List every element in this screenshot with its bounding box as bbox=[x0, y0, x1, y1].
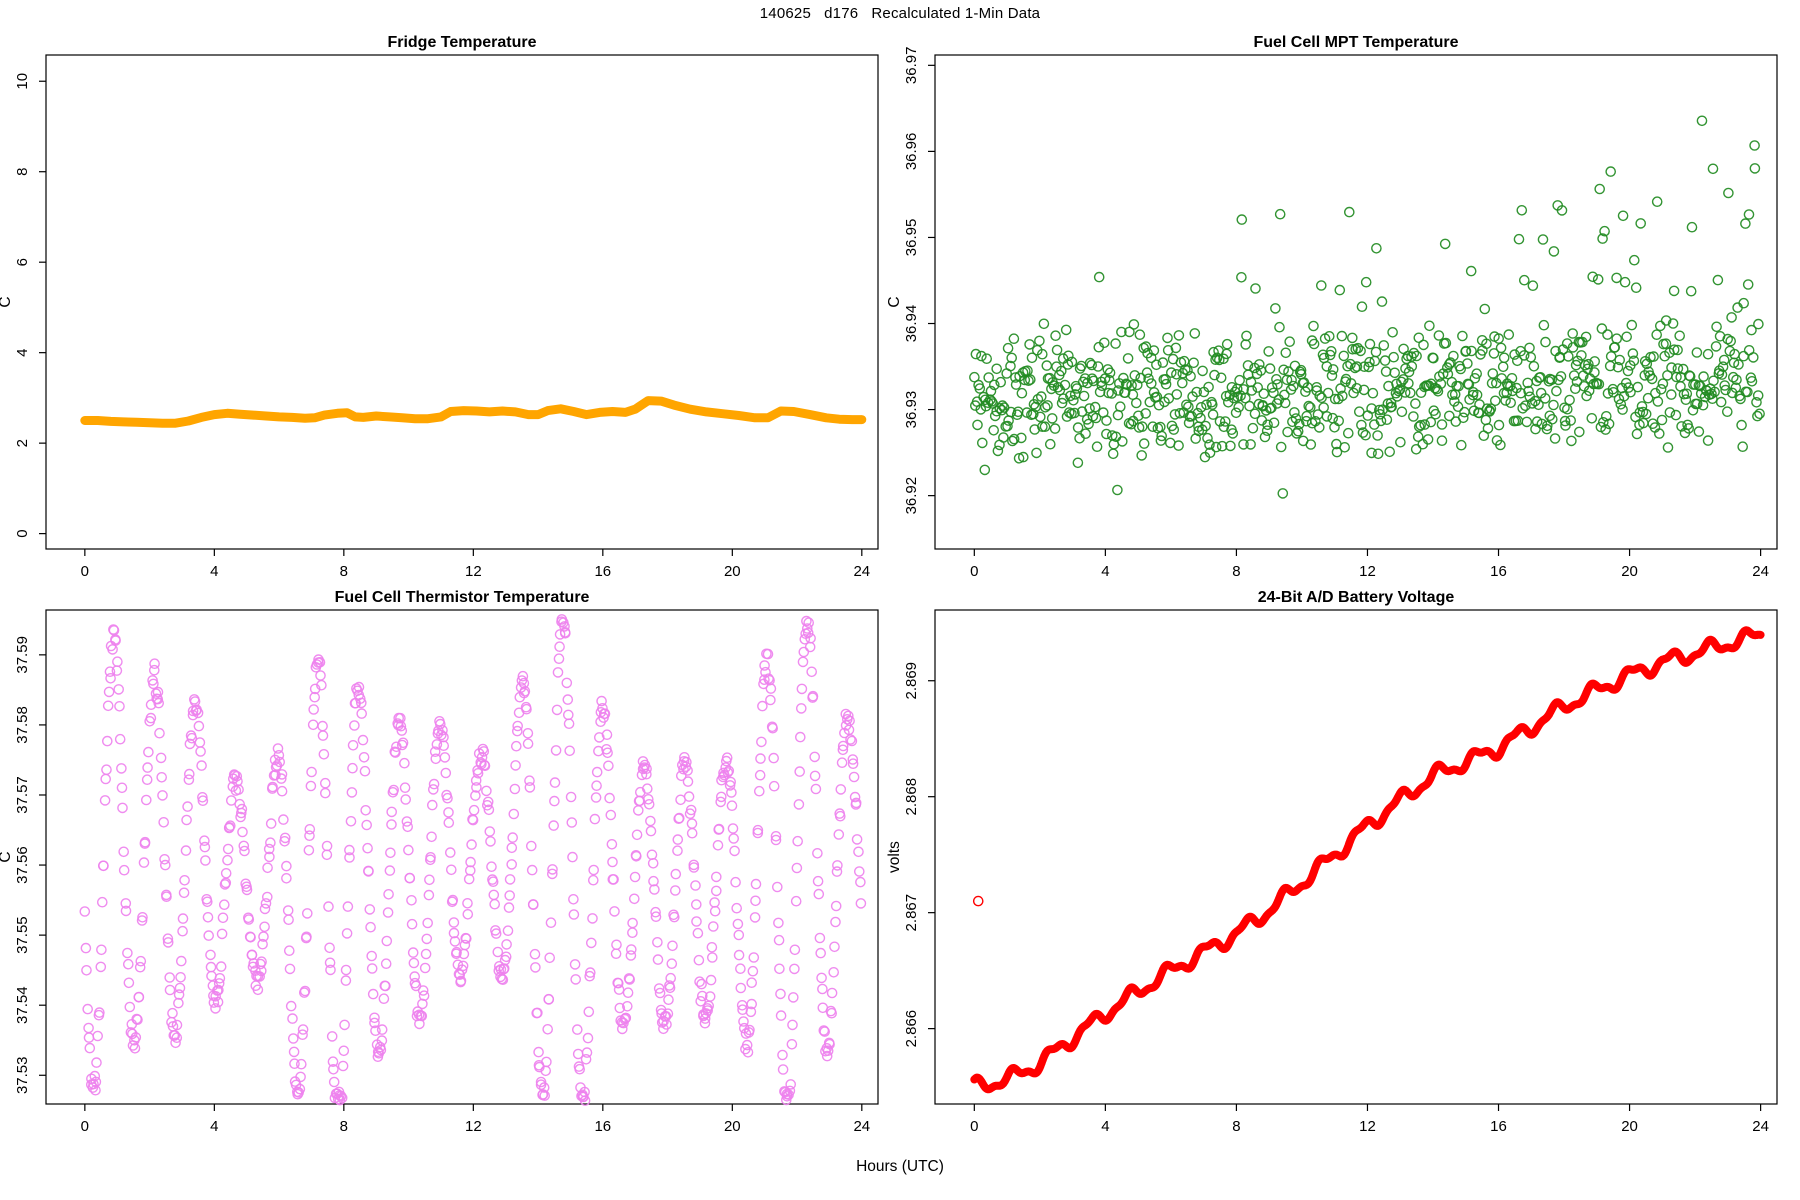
fridge-temperature-panel: Fridge Temperature048121620240246810C bbox=[0, 34, 879, 580]
x-tick-label: 20 bbox=[1621, 563, 1638, 580]
x-tick-label: 24 bbox=[853, 1118, 870, 1135]
fuel-cell-thermistor-temperature-series bbox=[79, 614, 867, 1106]
fuel-cell-thermistor-temperature-title: Fuel Cell Thermistor Temperature bbox=[335, 589, 590, 606]
y-tick-label: 36.96 bbox=[903, 133, 920, 171]
x-tick-label: 4 bbox=[210, 1118, 218, 1135]
fridge-temperature-title: Fridge Temperature bbox=[387, 34, 536, 51]
fuel-cell-mpt-temperature-axes: 0 4 8 12 16 20 24 36.92 36.93 36.94 36.95 36.96 36.9… bbox=[903, 47, 1778, 580]
x-tick-label: 20 bbox=[1621, 1118, 1638, 1135]
x-tick-label: 8 bbox=[340, 563, 348, 580]
x-tick-label: 16 bbox=[594, 1118, 611, 1135]
y-tick-label: 4 bbox=[14, 348, 31, 356]
x-tick-label: 12 bbox=[1359, 563, 1376, 580]
x-tick-label: 0 bbox=[81, 563, 89, 580]
battery-voltage-axes: 0 4 8 12 16 20 24 2.866 2.867 2.868 2.869 bbox=[903, 609, 1778, 1135]
y-tick-label: 37.53 bbox=[14, 1056, 31, 1094]
battery-voltage-ylabel: volts bbox=[886, 841, 903, 873]
y-tick-label: 2.866 bbox=[903, 1010, 920, 1048]
x-tick-label: 4 bbox=[1101, 1118, 1109, 1135]
y-tick-label: 36.97 bbox=[903, 47, 920, 85]
y-tick-label: 36.95 bbox=[903, 219, 920, 257]
fuel-cell-mpt-temperature-ylabel: C bbox=[886, 296, 903, 307]
y-tick-label: 37.59 bbox=[14, 636, 31, 674]
fuel-cell-thermistor-temperature-panel: Fuel Cell Thermistor Temperature 0 4 8 12 16 2… bbox=[0, 589, 879, 1135]
y-tick-label: 37.58 bbox=[14, 706, 31, 744]
x-tick-label: 8 bbox=[1232, 1118, 1240, 1135]
x-tick-label: 20 bbox=[724, 1118, 741, 1135]
fridge-temperature-ylabel: C bbox=[0, 296, 14, 307]
y-tick-label: 6 bbox=[14, 258, 31, 266]
x-tick-label: 8 bbox=[340, 1118, 348, 1135]
x-tick-label: 12 bbox=[465, 563, 482, 580]
x-tick-label: 8 bbox=[1232, 563, 1240, 580]
fuel-cell-mpt-temperature-series bbox=[969, 115, 1765, 499]
y-tick-label: 37.56 bbox=[14, 846, 31, 884]
y-tick-label: 2.868 bbox=[903, 778, 920, 816]
battery-voltage-series bbox=[970, 626, 1765, 1094]
x-tick-label: 20 bbox=[724, 563, 741, 580]
fridge-temperature-line bbox=[80, 396, 867, 428]
y-tick-label: 2.867 bbox=[903, 894, 920, 932]
fuel-cell-thermistor-temperature-axes: 0 4 8 12 16 20 24 37.53 37.54 37.55 37.56 37.57 37.5… bbox=[14, 609, 879, 1135]
x-tick-label: 16 bbox=[1490, 563, 1507, 580]
y-tick-label: 37.55 bbox=[14, 916, 31, 954]
battery-voltage-panel: 24-Bit A/D Battery Voltage 0 4 8 12 16 20 24 2.8… bbox=[886, 589, 1778, 1135]
x-tick-label: 4 bbox=[1101, 563, 1109, 580]
x-tick-label: 16 bbox=[1490, 1118, 1507, 1135]
x-tick-label: 12 bbox=[465, 1118, 482, 1135]
battery-outlier-point bbox=[972, 895, 984, 907]
battery-voltage-line bbox=[970, 626, 1765, 1094]
x-tick-label: 24 bbox=[853, 563, 870, 580]
y-tick-label: 37.57 bbox=[14, 776, 31, 814]
y-tick-label: 10 bbox=[14, 73, 31, 90]
fuel-cell-mpt-temperature-title: Fuel Cell MPT Temperature bbox=[1253, 34, 1458, 51]
x-tick-label: 4 bbox=[210, 563, 218, 580]
y-tick-label: 36.92 bbox=[903, 477, 920, 515]
y-tick-label: 8 bbox=[14, 168, 31, 176]
y-tick-label: 2.869 bbox=[903, 662, 920, 700]
y-tick-label: 36.93 bbox=[903, 391, 920, 429]
y-tick-label: 2 bbox=[14, 439, 31, 447]
x-tick-label: 12 bbox=[1359, 1118, 1376, 1135]
fuel-cell-thermistor-temperature-ylabel: C bbox=[0, 851, 14, 862]
y-tick-label: 37.54 bbox=[14, 986, 31, 1024]
fuel-cell-mpt-temperature-panel: Fuel Cell MPT Temperature 0 4 8 12 16 20 24 36.9… bbox=[886, 34, 1778, 580]
x-tick-label: 0 bbox=[970, 1118, 978, 1135]
x-tick-label: 24 bbox=[1752, 1118, 1769, 1135]
x-axis-label: Hours (UTC) bbox=[856, 1158, 944, 1175]
fridge-temperature-series bbox=[80, 396, 867, 428]
battery-voltage-title: 24-Bit A/D Battery Voltage bbox=[1258, 589, 1455, 606]
main-title: 140625 d176 Recalculated 1-Min Data bbox=[759, 5, 1041, 22]
y-tick-label: 0 bbox=[14, 529, 31, 537]
x-tick-label: 0 bbox=[970, 563, 978, 580]
x-tick-label: 0 bbox=[81, 1118, 89, 1135]
x-tick-label: 16 bbox=[594, 563, 611, 580]
y-tick-label: 36.94 bbox=[903, 305, 920, 343]
x-tick-label: 24 bbox=[1752, 563, 1769, 580]
